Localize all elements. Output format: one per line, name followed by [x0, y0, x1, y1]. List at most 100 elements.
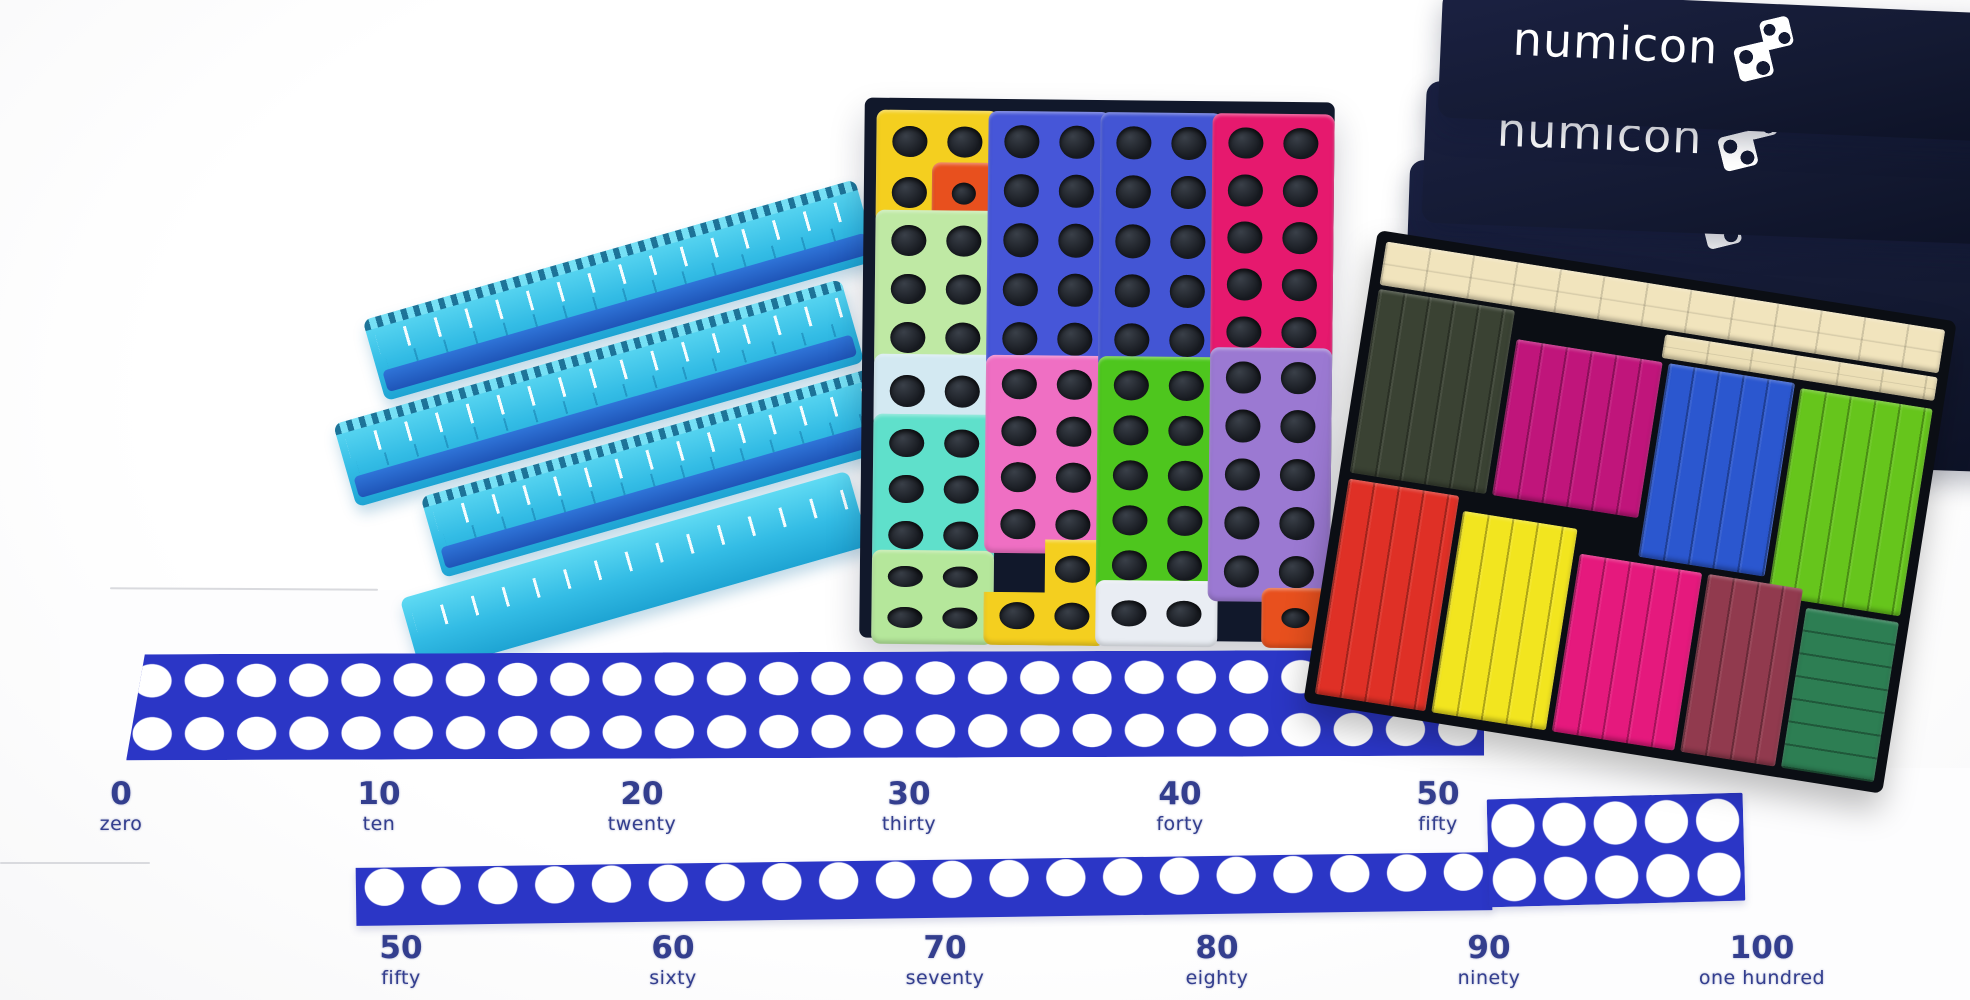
- plate-hole: [1281, 316, 1317, 349]
- plate-hole: [891, 224, 927, 256]
- label-number: 10: [357, 776, 401, 812]
- label-number: 40: [1158, 776, 1202, 812]
- label-word: ten: [362, 812, 396, 835]
- plate-hole: [1168, 460, 1203, 492]
- plate-hole: [1171, 126, 1207, 161]
- plate-hole: [1279, 555, 1314, 589]
- plate-hole: [1113, 415, 1149, 446]
- purple-plate: [1207, 347, 1333, 603]
- magenta-plate: [1210, 113, 1335, 363]
- plate-hole: [946, 225, 982, 257]
- plate-hole: [1280, 410, 1316, 444]
- label-word: sixty: [649, 966, 697, 989]
- plate-hole: [1228, 127, 1264, 160]
- paper-edge-lower-left: [0, 862, 150, 864]
- plate-hole: [1003, 174, 1039, 208]
- number-label-20: 20 twenty: [608, 778, 676, 834]
- plate-hole: [890, 322, 926, 354]
- plate-hole: [1283, 174, 1318, 207]
- plate-hole: [944, 429, 980, 459]
- dark-green-rods: [1780, 607, 1900, 783]
- plate-hole: [889, 428, 925, 458]
- plate-hole: [1280, 458, 1315, 492]
- label-word: twenty: [607, 812, 677, 835]
- plate-hole: [1000, 602, 1035, 629]
- plate-hole: [1281, 607, 1310, 629]
- brand-wordmark: numicon: [1511, 11, 1720, 75]
- plate-hole: [1000, 508, 1036, 540]
- white-two-plate: [1095, 579, 1218, 648]
- plate-hole: [1226, 315, 1262, 348]
- plate-hole: [1282, 269, 1317, 302]
- label-word: eighty: [1185, 966, 1249, 989]
- label-number: 0: [110, 776, 132, 812]
- plate-hole: [1056, 416, 1092, 447]
- number-label-70: 70 seventy: [906, 932, 985, 988]
- rod-grid: [1314, 241, 1946, 783]
- numicon-logo-icon: [1732, 14, 1800, 83]
- plate-hole: [944, 375, 980, 408]
- label-number: 30: [887, 776, 931, 812]
- pink-rods: [1551, 553, 1703, 751]
- plate-hole: [888, 520, 924, 550]
- label-number: 20: [620, 776, 664, 812]
- plate-hole: [1112, 550, 1147, 581]
- number-label-10: 10 ten: [357, 778, 400, 834]
- plate-hole: [1115, 224, 1151, 259]
- plate-hole: [947, 126, 983, 158]
- plate-hole: [951, 182, 976, 205]
- plate-hole: [1279, 507, 1315, 540]
- plate-hole: [1169, 323, 1205, 358]
- plate-hole: [942, 606, 978, 630]
- plate-hole: [887, 606, 923, 629]
- pale-green-plate: [874, 209, 998, 369]
- plate-hole: [1059, 125, 1095, 160]
- plate-hole: [1115, 175, 1151, 209]
- blue-rods: [1638, 363, 1796, 577]
- plate-hole: [1001, 369, 1037, 400]
- number-label-80: 80 eighty: [1186, 932, 1249, 988]
- plate-hole: [1167, 505, 1203, 537]
- label-number: 50: [379, 930, 423, 966]
- label-word: zero: [99, 812, 143, 835]
- plate-hole: [1227, 268, 1262, 301]
- plate-hole: [1002, 272, 1038, 307]
- plate-hole: [1058, 174, 1094, 209]
- number-label-60: 60 sixty: [649, 932, 697, 988]
- plate-hole: [1167, 551, 1202, 582]
- plate-hole: [1283, 127, 1319, 160]
- number-track-50-100: [355, 852, 1493, 926]
- plate-hole: [1166, 601, 1202, 627]
- plate-hole: [1228, 174, 1263, 207]
- plate-hole: [1056, 462, 1091, 494]
- plate-hole: [1116, 126, 1152, 160]
- label-word: ninety: [1457, 966, 1521, 989]
- plate-hole: [1055, 603, 1090, 630]
- plate-hole: [888, 565, 923, 588]
- plate-hole: [1227, 221, 1263, 254]
- plate-hole: [943, 565, 978, 589]
- plate-hole: [1168, 370, 1204, 401]
- blue-ten-plate-2: [1098, 112, 1223, 372]
- label-word: forty: [1156, 812, 1204, 835]
- plate-hole: [1004, 124, 1040, 159]
- number-label-90: 90 ninety: [1458, 932, 1521, 988]
- yellow-corner-plate: [983, 539, 1106, 646]
- plate-hole: [943, 475, 979, 505]
- number-label-50: 50 fifty: [1416, 778, 1459, 834]
- number-label-100: 100 one hundred: [1699, 932, 1825, 988]
- charcoal-rods: [1349, 288, 1516, 495]
- turquoise-plate: [871, 413, 996, 565]
- plate-hole: [1170, 175, 1206, 210]
- label-number: 80: [1195, 930, 1239, 966]
- plate-hole: [1114, 273, 1150, 308]
- plate-hole: [1112, 505, 1148, 536]
- plate-hole: [1281, 361, 1316, 395]
- label-number: 90: [1467, 930, 1511, 966]
- plate-hole: [1055, 556, 1090, 583]
- plate-hole: [1055, 509, 1091, 540]
- plate-hole: [1168, 415, 1204, 446]
- label-word: thirty: [881, 812, 937, 835]
- plate-hole: [1170, 225, 1206, 259]
